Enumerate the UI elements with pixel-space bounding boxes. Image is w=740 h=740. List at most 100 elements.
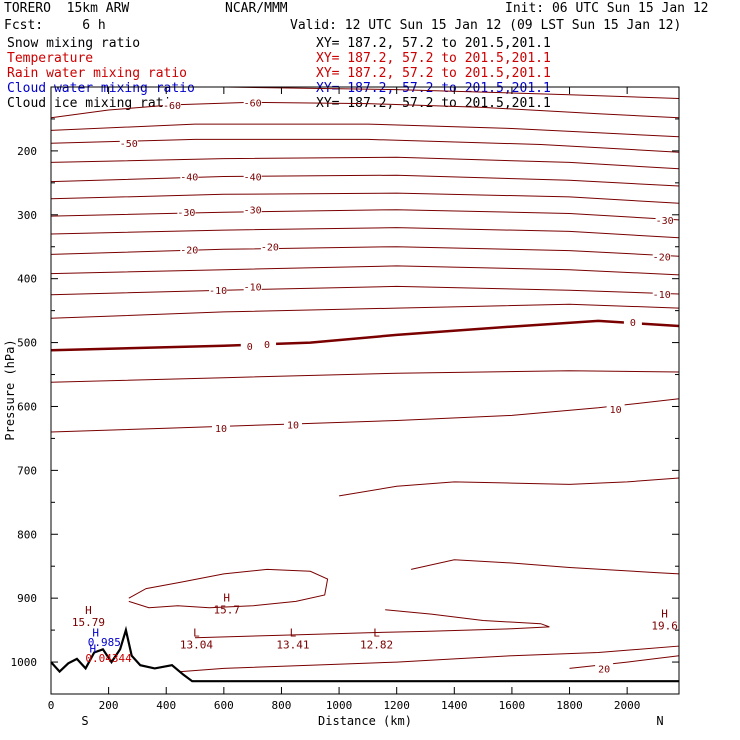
- extremum-low-marker: L: [373, 626, 380, 639]
- closed-contour-1: [180, 559, 680, 673]
- contour-layer: [50, 86, 680, 673]
- contour-label: 10: [610, 405, 622, 416]
- x-tick-label: 1800: [556, 699, 583, 712]
- legend-snow-label: Snow mixing ratio: [7, 36, 141, 51]
- y-tick-label: 900: [17, 592, 37, 605]
- y-tick-label: 1000: [11, 656, 38, 669]
- contour-label-bg: [243, 280, 262, 292]
- contour-label: 10: [287, 420, 299, 431]
- contour-label: -20: [180, 245, 198, 256]
- x-tick-label: 1000: [326, 699, 353, 712]
- field-annotation: H: [92, 626, 99, 639]
- header-center-1: NCAR/MMM: [225, 1, 288, 16]
- contour-label: -40: [180, 172, 198, 183]
- extremum-value: 13.41: [276, 638, 309, 651]
- field-annotation: H: [89, 642, 96, 655]
- contour-label-bg: [260, 240, 279, 252]
- contour-line-0: [50, 319, 680, 352]
- contour-line--65: [51, 86, 680, 99]
- y-tick-label: 800: [17, 528, 37, 541]
- y-tick-label: 300: [17, 209, 37, 222]
- y-tick-label: 700: [17, 464, 37, 477]
- axes-layer: 0 200 400 600 800 1000 1200 1400 1600 1800 2000200…: [11, 86, 679, 712]
- legend-rain-xy: XY= 187.2, 57.2 to 201.5,201.1: [316, 66, 551, 81]
- contour-line-5: [50, 370, 680, 383]
- contour-label-bg: [283, 418, 302, 430]
- contour-line--25: [50, 227, 680, 239]
- contour-label-bg: [119, 137, 138, 149]
- contour-label-bg: [180, 170, 199, 182]
- legend-temperature-label: Temperature: [7, 51, 94, 66]
- contour-line--5: [50, 303, 680, 319]
- contour-line-15: [339, 477, 680, 497]
- contour-label: -30: [244, 206, 262, 217]
- contour-label-bg: [209, 284, 228, 296]
- plot-frame: [50, 86, 680, 695]
- contour-label: 0: [630, 318, 636, 329]
- contour-line--40: [50, 174, 680, 187]
- x-tick-label: 1400: [441, 699, 468, 712]
- field-annotation: 0.985: [88, 636, 121, 649]
- header-right-1: Init: 06 UTC Sun 15 Jan 12: [505, 1, 709, 16]
- contour-label: -60: [163, 101, 181, 112]
- contour-line--15: [50, 265, 680, 276]
- extremum-value: 12.82: [360, 638, 393, 651]
- x-tick-label: 1200: [383, 699, 410, 712]
- contour-line--20: [50, 246, 680, 257]
- contour-label: -10: [653, 290, 671, 301]
- contour-label-bg: [606, 403, 625, 415]
- contour-label-bg: [177, 206, 196, 218]
- legend-cloud-water-label: Cloud water mixing ratio: [7, 81, 195, 96]
- contour-label: -60: [244, 98, 262, 109]
- x-end-label-north: N: [656, 714, 663, 728]
- contour-line--60: [50, 101, 680, 119]
- x-axis-label: Distance (km): [318, 714, 412, 728]
- contour-line--45: [50, 156, 680, 170]
- contour-label-bg: [211, 422, 230, 434]
- x-tick-label: 1600: [499, 699, 526, 712]
- x-tick-label: 200: [99, 699, 119, 712]
- y-tick-label: 500: [17, 337, 37, 350]
- contour-label-bg: [623, 316, 642, 328]
- extremum-low-marker: L: [290, 626, 297, 639]
- extremum-value: 15.79: [72, 616, 105, 629]
- contour-line-20: [569, 655, 680, 669]
- contour-label: -30: [177, 208, 195, 219]
- legend-temperature-xy: XY= 187.2, 57.2 to 201.5,201.1: [316, 51, 551, 66]
- x-tick-label: 2000: [614, 699, 641, 712]
- closed-contour-0: [128, 568, 329, 609]
- contour-label-bg: [655, 213, 674, 225]
- extremum-value: 15.7: [213, 603, 240, 616]
- legend-cloud-water-xy: XY= 187.2, 57.2 to 201.5,201.1: [316, 81, 551, 96]
- contour-label: -50: [120, 139, 138, 150]
- legend-rain-label: Rain water mixing ratio: [7, 66, 188, 81]
- contour-label: -10: [244, 282, 262, 293]
- y-tick-label: 400: [17, 273, 37, 286]
- contour-line-10: [50, 398, 680, 433]
- contour-label-bg: [240, 339, 259, 351]
- contour-label: -20: [261, 243, 279, 254]
- extremum-high-marker: H: [223, 591, 230, 604]
- terrain-layer: [50, 625, 679, 683]
- contour-line--55: [50, 123, 680, 138]
- contour-label-layer: -60 -60 -50 -40 -40 -30 -30 -30 -20 -20 -20 -10 -10 -…: [72, 96, 678, 675]
- x-end-label-south: S: [81, 714, 88, 728]
- contour-label-bg: [243, 203, 262, 215]
- contour-label-bg: [258, 337, 277, 349]
- y-tick-label: 200: [17, 145, 37, 158]
- contour-label: -10: [209, 286, 227, 297]
- contour-label-bg: [162, 98, 181, 110]
- contour-label-bg: [595, 662, 614, 674]
- legend-snow-xy: XY= 187.2, 57.2 to 201.5,201.1: [316, 36, 551, 51]
- header-left-1: TORERO 15km ARW: [4, 1, 130, 16]
- x-tick-label: 800: [272, 699, 292, 712]
- extremum-value: 19.6: [651, 619, 678, 632]
- terrain-line: [50, 625, 679, 683]
- contour-label-bg: [243, 96, 262, 108]
- contour-label: -40: [244, 172, 262, 183]
- contour-label: 0: [247, 342, 253, 353]
- contour-line--35: [50, 192, 680, 204]
- extremum-low-marker: L: [193, 626, 200, 639]
- contour-label-bg: [243, 170, 262, 182]
